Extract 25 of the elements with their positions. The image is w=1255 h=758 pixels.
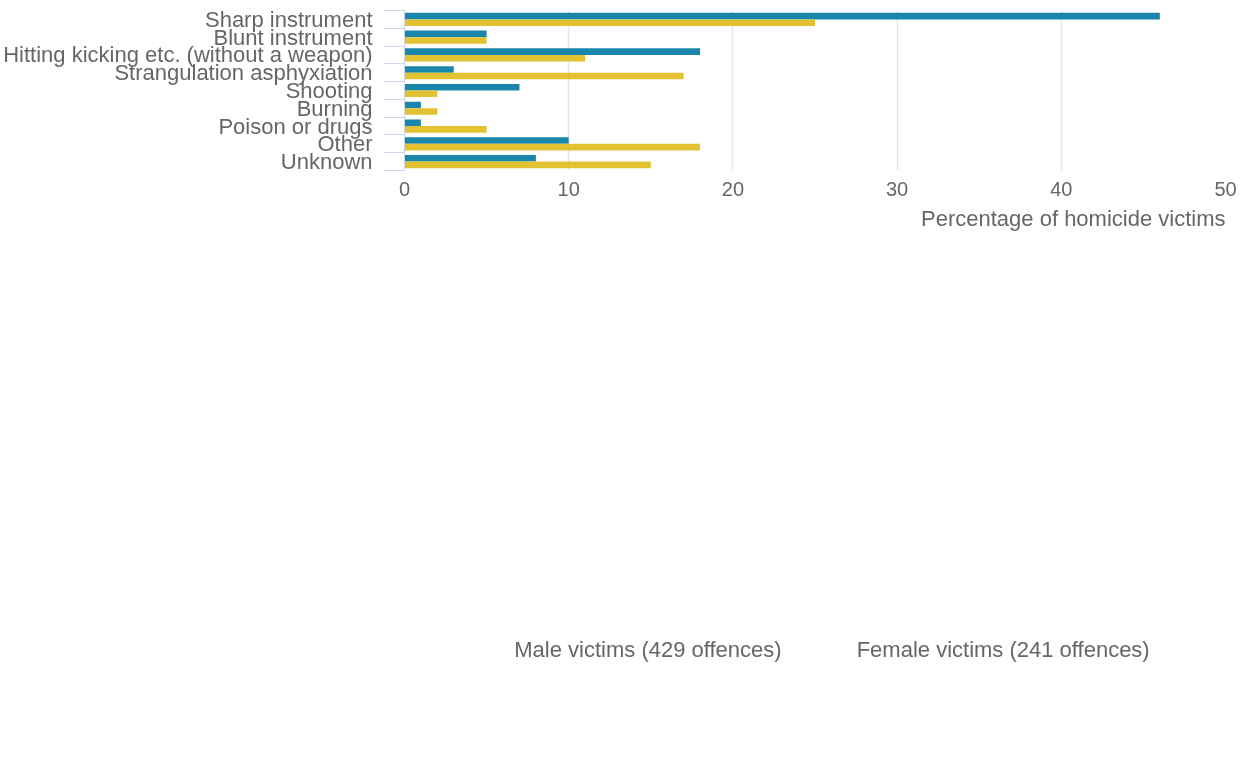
bar <box>404 12 1160 20</box>
text: Female victims (241 offences) <box>856 637 1150 663</box>
bar <box>404 72 684 80</box>
bar <box>404 143 701 151</box>
bar <box>404 155 536 162</box>
x-tick-label: 20 <box>721 177 745 200</box>
x-tick-label: 0 <box>398 177 411 200</box>
bar <box>404 19 815 26</box>
text: Male victims (429 offences) <box>514 637 782 663</box>
x-tick-label: 50 <box>1214 177 1237 200</box>
bar <box>404 161 651 169</box>
bar <box>404 37 487 44</box>
bar <box>404 54 586 62</box>
bar <box>404 108 438 115</box>
bar <box>404 137 569 144</box>
bar <box>404 83 520 91</box>
bar <box>404 48 701 55</box>
x-axis-title: Percentage of homicide victims <box>921 205 1226 231</box>
bar <box>404 30 487 38</box>
x-tick-label: 40 <box>1050 177 1073 200</box>
bar <box>404 126 487 133</box>
bar <box>404 66 454 73</box>
bar <box>404 119 421 127</box>
x-tick-label: 10 <box>557 177 580 200</box>
x-tick-label: 30 <box>885 177 909 200</box>
